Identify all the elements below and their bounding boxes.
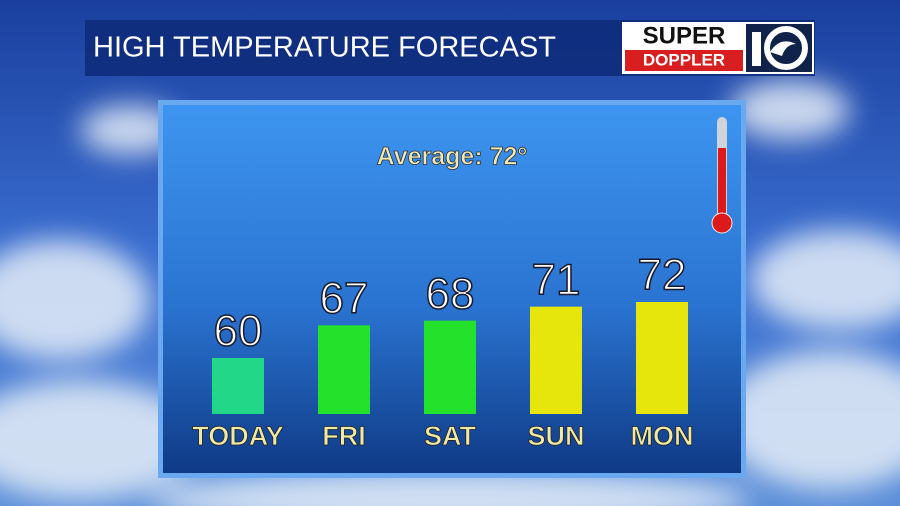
bar <box>636 302 688 414</box>
logo: SUPER DOPPLER <box>622 22 814 74</box>
bar <box>530 306 582 414</box>
x-tick-label: TODAY <box>192 421 284 451</box>
value-label: 60 <box>214 307 263 356</box>
x-tick-label: MON <box>631 421 694 451</box>
subtitle: Average: 72° <box>377 143 528 171</box>
x-tick-label: FRI <box>322 421 366 451</box>
thermometer <box>711 117 733 234</box>
x-tick-label: SUN <box>527 421 584 451</box>
logo-bottom: DOPPLER <box>643 50 725 69</box>
value-label: 72 <box>638 251 687 300</box>
bar <box>212 358 264 414</box>
bar <box>318 325 370 414</box>
chart-title: HIGH TEMPERATURE FORECAST <box>93 32 556 64</box>
x-tick-label: SAT <box>424 421 477 451</box>
clouds <box>0 80 900 506</box>
value-label: 68 <box>426 269 475 318</box>
bar <box>424 320 476 414</box>
value-label: 71 <box>532 255 581 304</box>
value-label: 67 <box>320 274 369 323</box>
logo-top: SUPER <box>643 22 726 49</box>
